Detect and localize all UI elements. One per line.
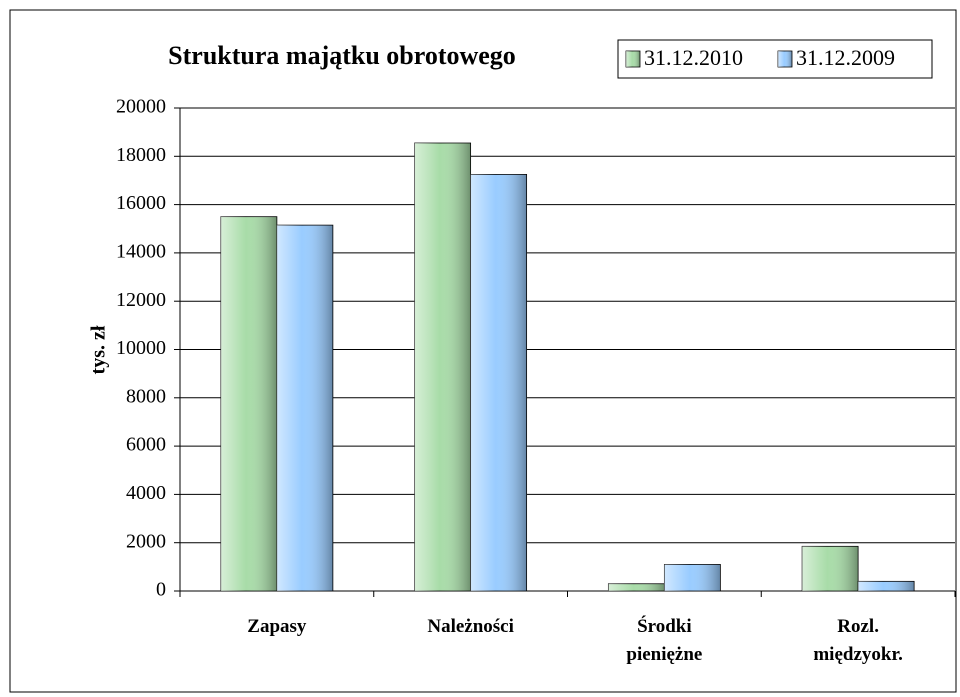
legend-box [617,39,933,79]
y-tick-label: 6000 [126,434,166,456]
bar [220,216,278,592]
chart-title: Struktura majątku obrotowego [168,41,516,70]
y-tick-label: 12000 [116,289,166,311]
x-tick-label: Zapasy [247,616,307,637]
bar [276,224,334,592]
bar [414,142,472,592]
legend: 31.12.2010 31.12.2009 [617,39,933,79]
y-tick-label: 14000 [116,240,166,262]
bar [470,174,528,592]
y-tick-label: 0 [156,579,166,601]
legend-swatch-shade [778,51,792,67]
x-tick-label: Rozl. międzyokr. [813,616,903,665]
y-tick-label: 10000 [116,337,166,359]
y-tick-label: 16000 [116,192,166,214]
bar [801,545,859,592]
legend-swatch-shade [626,51,640,67]
chart-border [9,9,957,693]
y-tick-label: 20000 [116,96,166,118]
x-tick-label: Należności [427,616,514,637]
y-axis-label: tys. zł [88,325,110,374]
y-tick-label: 2000 [126,530,166,552]
x-tick-label: Środki pieniężne [626,616,703,665]
bar [607,583,665,592]
legend-label: 31.12.2010 [644,45,743,70]
bar [857,580,915,592]
y-tick-label: 4000 [126,482,166,504]
bar [663,564,721,592]
y-tick-label: 8000 [126,385,166,407]
y-tick-label: 18000 [116,144,166,166]
legend-label: 31.12.2009 [796,45,895,70]
